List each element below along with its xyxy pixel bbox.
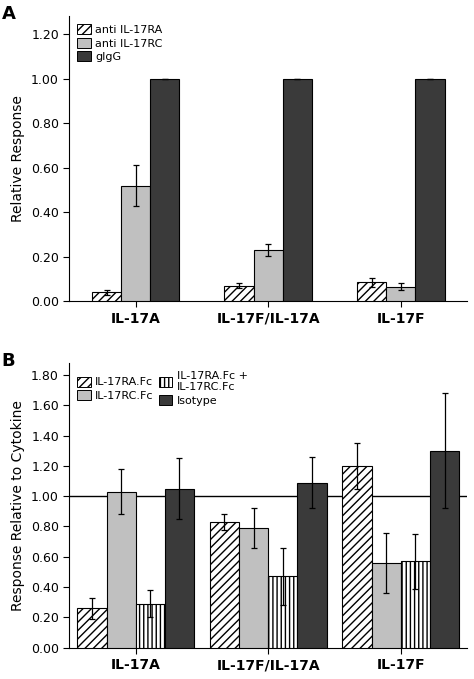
Bar (165, 489, 194, 648)
Bar (150, 79, 180, 301)
Legend: anti IL-17RA, anti IL-17RC, gIgG: anti IL-17RA, anti IL-17RC, gIgG (75, 22, 164, 65)
Bar (297, 483, 327, 648)
Bar (283, 79, 312, 301)
Bar (107, 492, 136, 648)
Bar (136, 604, 165, 648)
Bar (254, 250, 283, 301)
Y-axis label: Response Relative to Cytokine: Response Relative to Cytokine (11, 400, 26, 610)
Bar (430, 451, 459, 648)
Bar (268, 576, 297, 648)
Legend: IL-17RA.Fc, IL-17RC.Fc, IL-17RA.Fc +
IL-17RC.Fc, Isotype: IL-17RA.Fc, IL-17RC.Fc, IL-17RA.Fc + IL-… (75, 369, 250, 408)
Bar (342, 466, 372, 648)
Bar (239, 528, 268, 648)
Bar (401, 562, 430, 648)
Text: A: A (2, 5, 16, 23)
Bar (92, 292, 121, 301)
Bar (357, 282, 386, 301)
Bar (386, 287, 415, 301)
Bar (121, 185, 150, 301)
Text: B: B (2, 352, 16, 369)
Y-axis label: Relative Response: Relative Response (11, 95, 26, 222)
Bar (372, 563, 401, 648)
Bar (415, 79, 445, 301)
Bar (225, 286, 254, 301)
Bar (210, 522, 239, 648)
Bar (77, 608, 107, 648)
